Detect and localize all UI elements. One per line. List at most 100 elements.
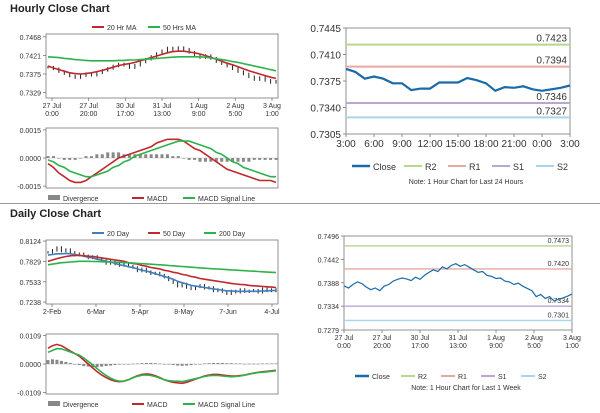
divergence-bar bbox=[89, 156, 93, 158]
legend-close-label: Close bbox=[372, 374, 390, 381]
legend-divergence-label: Divergence bbox=[63, 402, 99, 409]
x-tick-label: 2-Feb bbox=[43, 309, 61, 316]
x-tick-label: 6:00 bbox=[364, 139, 384, 150]
y-tick-label: 0.7410 bbox=[310, 51, 341, 62]
divergence-bar bbox=[73, 364, 77, 365]
divergence-bar bbox=[247, 158, 251, 162]
daily-section-title: Daily Close Chart bbox=[10, 208, 102, 220]
series-line-20-day bbox=[47, 252, 276, 293]
divergence-bar bbox=[193, 158, 197, 160]
y-tick-label: 0.0015 bbox=[20, 128, 42, 135]
series-line-200-day bbox=[47, 260, 277, 274]
divergence-bar bbox=[109, 364, 113, 366]
y-tick-label: 0.7496 bbox=[318, 234, 340, 241]
chart-note: Note: 1 Hour Chart for Last 1 Week bbox=[411, 385, 521, 392]
divergence-bar bbox=[46, 156, 50, 158]
divergence-bar bbox=[122, 364, 126, 365]
legend-macd-signal-label: MACD Signal Line bbox=[198, 402, 255, 409]
divergence-bar bbox=[252, 363, 256, 365]
divergence-bar bbox=[79, 158, 83, 159]
y-tick-label: 0.7329 bbox=[20, 90, 42, 97]
legend-macd-signal-label: MACD Signal Line bbox=[198, 196, 255, 203]
divergence-bar bbox=[158, 363, 162, 365]
x-tick-label: 5-Apr bbox=[131, 309, 149, 316]
y-tick-label: 0.7375 bbox=[310, 77, 341, 88]
y-tick-label: 0.7533 bbox=[20, 280, 42, 287]
divergence-bar bbox=[171, 156, 175, 158]
divergence-bar bbox=[84, 156, 88, 158]
divergence-bar bbox=[274, 363, 278, 365]
level-label-s1: 0.7334 bbox=[548, 298, 570, 305]
legend-2-label: 50 Day bbox=[163, 231, 186, 238]
divergence-bar bbox=[258, 158, 262, 160]
legend-close-label: Close bbox=[373, 162, 396, 172]
hourly-section-title: Hourly Close Chart bbox=[10, 3, 110, 15]
legend-1-label: 20 Hr MA bbox=[107, 25, 137, 32]
x-tick-label: 18:00 bbox=[473, 139, 498, 150]
x-tick-label: 3:00 bbox=[560, 139, 580, 150]
divergence-bar bbox=[106, 152, 110, 158]
divergence-bar bbox=[95, 154, 99, 158]
divergence-bar bbox=[202, 363, 206, 365]
divergence-bar bbox=[220, 362, 224, 364]
legend-r1-label: R1 bbox=[458, 374, 467, 381]
x-tick-label: 2 Aug 5:00 bbox=[226, 103, 244, 118]
divergence-bar bbox=[243, 363, 247, 365]
divergence-bar bbox=[225, 158, 229, 162]
level-label-r2: 0.7423 bbox=[536, 34, 567, 45]
divergence-bar bbox=[198, 158, 202, 162]
series-line-close bbox=[343, 263, 573, 302]
divergence-bar bbox=[209, 158, 213, 162]
divergence-bar bbox=[261, 363, 265, 365]
divergence-bar bbox=[236, 158, 240, 162]
x-tick-label: 1 Aug 9:00 bbox=[487, 335, 505, 350]
divergence-bar bbox=[180, 364, 184, 366]
series-line-50-day bbox=[47, 254, 277, 289]
legend-s2-label: S2 bbox=[557, 162, 568, 172]
divergence-bar bbox=[149, 362, 153, 364]
y-tick-label: 0.7829 bbox=[20, 259, 42, 266]
divergence-bar bbox=[229, 363, 233, 364]
divergence-bar bbox=[265, 363, 269, 365]
divergence-bar bbox=[220, 158, 224, 162]
x-tick-label: 0:00 bbox=[532, 139, 552, 150]
divergence-bar bbox=[95, 364, 99, 368]
level-label-s2: 0.7301 bbox=[548, 312, 570, 319]
section-divider bbox=[0, 203, 600, 204]
divergence-bar bbox=[198, 364, 202, 365]
divergence-bar bbox=[187, 158, 191, 160]
y-tick-label: -0.0015 bbox=[17, 184, 41, 191]
y-tick-label: 0.7388 bbox=[318, 281, 340, 288]
x-tick-label: 3:00 bbox=[336, 139, 356, 150]
plot-frame bbox=[343, 235, 573, 331]
legend-divergence-swatch bbox=[48, 195, 60, 200]
divergence-bar bbox=[171, 364, 175, 366]
divergence-bar bbox=[162, 364, 166, 365]
legend-3-label: 200 Day bbox=[219, 231, 246, 238]
plot-frame bbox=[45, 239, 279, 305]
divergence-bar bbox=[135, 363, 139, 365]
x-tick-label: 8-May bbox=[174, 309, 194, 316]
divergence-bar bbox=[144, 362, 148, 364]
x-tick-label: 31 Jul 13:00 bbox=[449, 335, 468, 350]
divergence-bar bbox=[270, 363, 274, 365]
legend-macd-label: MACD bbox=[147, 402, 168, 409]
divergence-bar bbox=[46, 360, 50, 364]
divergence-bar bbox=[126, 364, 130, 365]
level-label-s2: 0.7327 bbox=[536, 106, 567, 117]
divergence-bar bbox=[241, 158, 245, 162]
divergence-bar bbox=[62, 158, 66, 160]
divergence-bar bbox=[73, 158, 77, 160]
divergence-bar bbox=[194, 364, 198, 365]
divergence-bar bbox=[155, 154, 159, 158]
x-tick-label: 27 Jul 20:00 bbox=[373, 335, 392, 350]
divergence-bar bbox=[50, 359, 54, 364]
divergence-bar bbox=[182, 158, 186, 159]
divergence-bar bbox=[185, 364, 189, 366]
divergence-bar bbox=[64, 361, 68, 364]
divergence-bar bbox=[138, 154, 142, 158]
y-tick-label: 0.7334 bbox=[318, 304, 340, 311]
series-line-20-hr-ma bbox=[47, 50, 277, 80]
level-label-r1: 0.7420 bbox=[548, 261, 570, 268]
x-tick-label: 2 Aug 5:00 bbox=[525, 335, 543, 350]
